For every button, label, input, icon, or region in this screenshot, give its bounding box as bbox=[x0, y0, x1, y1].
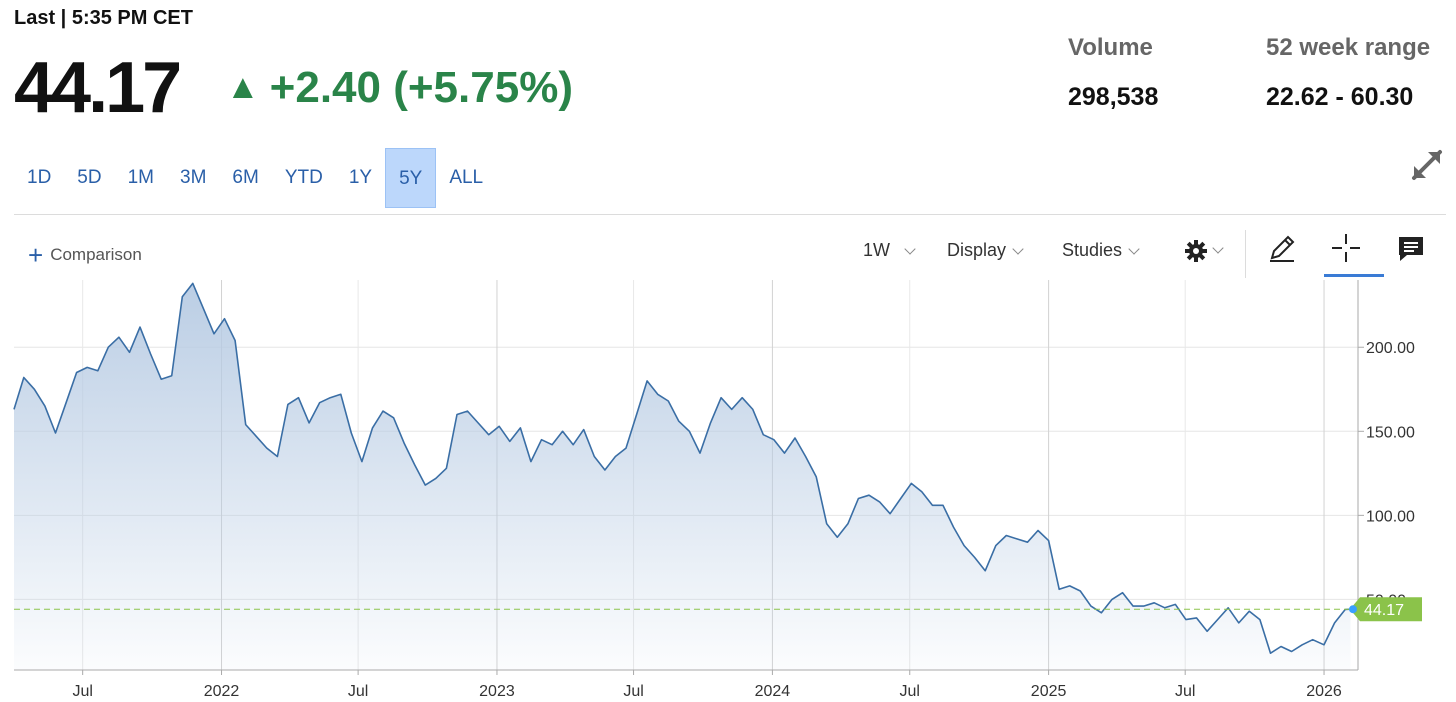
pencil-icon bbox=[1270, 235, 1295, 262]
crosshair-icon bbox=[1332, 234, 1360, 262]
chevron-down-icon bbox=[1012, 243, 1024, 255]
chevron-down-icon bbox=[904, 243, 916, 255]
volume-label: Volume bbox=[1068, 34, 1153, 61]
range-button-1y[interactable]: 1Y bbox=[348, 167, 373, 188]
draw-tool-button[interactable] bbox=[1266, 232, 1298, 264]
range-button-all[interactable]: ALL bbox=[449, 167, 484, 188]
gear-icon bbox=[1185, 240, 1207, 262]
volume-value: 298,538 bbox=[1068, 83, 1159, 111]
y-tick-label: 100.00 bbox=[1366, 508, 1415, 525]
chevron-down-icon bbox=[1128, 243, 1140, 255]
price-change-value: +2.40 (+5.75%) bbox=[269, 63, 573, 112]
display-dropdown[interactable]: Display bbox=[947, 240, 1024, 261]
active-tool-indicator bbox=[1324, 274, 1384, 277]
price-area-fill bbox=[14, 283, 1351, 670]
y-tick-label: 200.00 bbox=[1366, 340, 1415, 357]
crosshair-tool-button[interactable] bbox=[1330, 232, 1362, 264]
x-tick-label: Jul bbox=[72, 683, 92, 700]
time-range-selector: 1D 5D 1M 3M 6M YTD 1Y 5Y ALL bbox=[14, 148, 496, 208]
price-change: ▲ +2.40 (+5.75%) bbox=[226, 62, 573, 117]
range-button-1m[interactable]: 1M bbox=[127, 167, 154, 188]
last-price-flag bbox=[1350, 597, 1422, 622]
expand-icon[interactable] bbox=[1408, 146, 1446, 184]
x-tick-label: Jul bbox=[623, 683, 643, 700]
last-price: 44.17 bbox=[14, 48, 182, 128]
range-value: 22.62 - 60.30 bbox=[1266, 83, 1414, 111]
range-button-1d[interactable]: 1D bbox=[27, 167, 52, 188]
x-tick-label: 2025 bbox=[1031, 683, 1067, 700]
interval-dropdown[interactable]: 1W bbox=[863, 240, 916, 261]
x-tick-label: Jul bbox=[348, 683, 368, 700]
header-divider bbox=[14, 214, 1446, 215]
range-button-6m[interactable]: 6M bbox=[232, 167, 259, 188]
range-label: 52 week range bbox=[1266, 34, 1431, 61]
x-tick-label: Jul bbox=[1175, 683, 1195, 700]
x-tick-label: 2026 bbox=[1306, 683, 1342, 700]
range-button-ytd[interactable]: YTD bbox=[284, 167, 323, 188]
x-tick-label: 2023 bbox=[479, 683, 515, 700]
settings-dropdown[interactable] bbox=[1184, 236, 1224, 266]
plus-icon: + bbox=[28, 240, 44, 270]
range-button-5d[interactable]: 5D bbox=[77, 167, 102, 188]
x-tick-label: Jul bbox=[900, 683, 920, 700]
y-tick-label: 150.00 bbox=[1366, 424, 1415, 441]
last-price-flag-label: 44.17 bbox=[1364, 602, 1404, 619]
studies-label: Studies bbox=[1062, 240, 1123, 260]
last-price-dot bbox=[1349, 605, 1357, 614]
up-arrow-icon: ▲ bbox=[226, 68, 260, 106]
x-tick-label: 2022 bbox=[204, 683, 240, 700]
interval-label: 1W bbox=[863, 240, 890, 260]
x-tick-label: 2024 bbox=[755, 683, 791, 700]
comparison-label: Comparison bbox=[50, 245, 142, 264]
comment-tool-button[interactable] bbox=[1396, 234, 1426, 264]
range-button-3m[interactable]: 3M bbox=[180, 167, 207, 188]
toolbar-separator bbox=[1245, 230, 1246, 278]
range-button-5y[interactable]: 5Y bbox=[385, 148, 437, 208]
display-label: Display bbox=[947, 240, 1007, 260]
comment-icon bbox=[1399, 237, 1423, 261]
studies-dropdown[interactable]: Studies bbox=[1062, 240, 1140, 261]
price-chart[interactable]: 200.00150.00100.0050.00Jul2022Jul2023Jul… bbox=[0, 280, 1456, 702]
comparison-button[interactable]: + Comparison bbox=[28, 242, 142, 268]
price-line bbox=[13, 282, 1351, 654]
last-updated-label: Last | 5:35 PM CET bbox=[14, 7, 193, 29]
chevron-down-icon bbox=[1212, 242, 1224, 254]
